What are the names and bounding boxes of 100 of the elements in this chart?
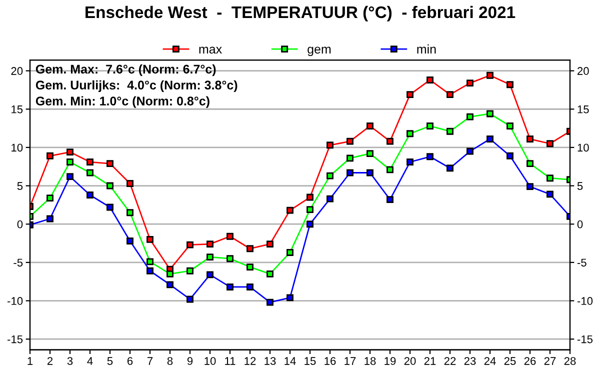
point	[306, 220, 314, 228]
y-tick-label: 20	[11, 67, 23, 75]
point	[286, 206, 294, 214]
x-tick-label: 28	[564, 357, 576, 365]
point	[486, 72, 494, 79]
point	[406, 158, 414, 166]
y2-tick-label: 10	[578, 144, 589, 152]
point	[126, 238, 134, 244]
point	[366, 169, 374, 176]
point	[226, 232, 234, 240]
x-tick-label: 3	[67, 357, 73, 365]
point	[446, 164, 454, 172]
point	[346, 154, 354, 162]
x-tick-label: 18	[364, 357, 376, 365]
point	[166, 281, 174, 288]
point	[86, 169, 94, 176]
y-tick-label: 15	[12, 106, 23, 114]
y2-tick-label: -15	[577, 335, 593, 344]
point	[506, 152, 514, 160]
point	[206, 271, 214, 278]
y2-tick-label: 5	[577, 182, 583, 190]
point	[46, 194, 54, 202]
x-tick-label: 10	[204, 357, 216, 365]
x-tick-label: 22	[444, 357, 456, 365]
point	[146, 267, 154, 274]
point	[146, 236, 154, 243]
point	[326, 195, 334, 202]
y2-tick-label: 20	[578, 67, 589, 75]
point	[86, 192, 94, 198]
legend-label: max	[199, 46, 222, 54]
x-tick-label: 16	[324, 357, 336, 365]
x-tick-label: 13	[264, 357, 276, 365]
chart-title: Enschede West - TEMPERATUUR (°C) - februari 2021	[86, 6, 516, 22]
x-tick-label: 15	[304, 357, 316, 365]
x-tick-label: 2	[47, 357, 53, 365]
point	[426, 153, 434, 160]
point	[326, 172, 334, 180]
point	[466, 80, 474, 87]
point	[486, 110, 494, 118]
point	[546, 190, 554, 198]
point	[186, 267, 194, 274]
point	[526, 136, 534, 142]
point	[366, 150, 374, 158]
point	[126, 180, 134, 187]
y-tick-label: -5	[14, 258, 23, 267]
point	[306, 194, 314, 201]
x-tick-label: 23	[464, 357, 476, 365]
point	[286, 294, 294, 302]
point	[506, 81, 514, 88]
annotation: Gem. Min: 1.0°c (Norm: 0.8°c)	[36, 96, 210, 108]
point	[346, 138, 354, 145]
y-tick-label: 10	[12, 144, 23, 152]
point	[66, 148, 74, 156]
point	[226, 255, 234, 262]
y-tick-label: -15	[7, 335, 23, 344]
point	[266, 270, 274, 278]
x-tick-label: 25	[504, 357, 516, 365]
point	[126, 209, 134, 216]
x-tick-label: 20	[404, 357, 416, 365]
y2-tick-label: -5	[577, 258, 586, 267]
point	[186, 296, 194, 303]
point	[206, 240, 214, 248]
point	[266, 298, 274, 306]
point	[466, 113, 474, 120]
x-tick-label: 6	[127, 357, 133, 365]
point	[546, 174, 554, 182]
point	[206, 254, 214, 261]
point	[526, 183, 534, 190]
legend-label: min	[417, 44, 436, 54]
x-tick-label: 12	[244, 357, 256, 365]
annotation: Gem. Uurlijks: 4.0°c (Norm: 3.8°c)	[36, 80, 238, 92]
x-tick-label: 14	[284, 357, 296, 365]
point	[326, 142, 334, 149]
point	[426, 122, 434, 130]
y-tick-label: 5	[17, 182, 23, 190]
x-tick-label: 1	[28, 357, 33, 365]
x-tick-label: 19	[384, 357, 396, 365]
point	[266, 240, 274, 248]
point	[546, 140, 554, 148]
x-tick-label: 17	[344, 357, 356, 365]
point	[66, 158, 74, 166]
x-tick-label: 11	[225, 357, 236, 365]
point	[466, 148, 474, 155]
point	[226, 283, 234, 290]
point	[46, 152, 54, 160]
point	[346, 169, 354, 176]
point	[166, 270, 174, 278]
x-tick-label: 8	[167, 357, 173, 365]
y2-tick-label: -10	[577, 297, 593, 305]
point	[386, 166, 394, 174]
point	[66, 173, 74, 180]
x-tick-label: 5	[107, 357, 113, 365]
point	[486, 136, 494, 142]
point	[46, 215, 54, 222]
x-tick-label: 24	[484, 357, 496, 365]
point	[246, 283, 254, 290]
point	[526, 160, 534, 168]
legend-label: gem	[308, 46, 331, 56]
x-tick-label: 7	[147, 357, 153, 365]
y-tick-label: -10	[7, 297, 23, 305]
